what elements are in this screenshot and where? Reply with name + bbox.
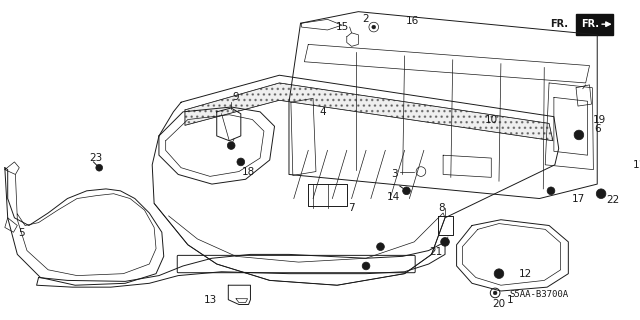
Text: 13: 13 [204, 295, 216, 305]
Circle shape [96, 164, 102, 171]
Circle shape [574, 130, 584, 140]
Text: 21: 21 [429, 246, 442, 257]
Circle shape [547, 187, 555, 195]
Text: 11: 11 [633, 160, 640, 170]
Text: 5: 5 [18, 228, 24, 238]
Text: 3: 3 [392, 170, 398, 180]
Circle shape [441, 237, 449, 246]
Text: 14: 14 [387, 192, 399, 202]
Circle shape [494, 269, 504, 278]
Circle shape [596, 189, 606, 198]
Text: 9: 9 [233, 92, 239, 102]
Text: 19: 19 [593, 115, 606, 124]
Text: S5AA-B3700A: S5AA-B3700A [510, 290, 569, 299]
Text: 6: 6 [594, 124, 600, 134]
Text: 7: 7 [348, 203, 355, 213]
Circle shape [372, 25, 376, 29]
Circle shape [403, 187, 410, 195]
Polygon shape [185, 83, 553, 141]
Text: 20: 20 [492, 300, 506, 309]
Circle shape [493, 291, 497, 295]
Text: 18: 18 [242, 166, 255, 177]
Circle shape [376, 243, 385, 251]
Text: 10: 10 [484, 115, 498, 124]
Text: FR.: FR. [550, 19, 568, 29]
Text: 2: 2 [363, 14, 369, 24]
FancyBboxPatch shape [576, 13, 612, 35]
Text: 4: 4 [319, 107, 326, 117]
Text: 17: 17 [572, 194, 584, 204]
Text: 23: 23 [90, 153, 103, 163]
Text: 12: 12 [518, 269, 532, 279]
Text: 15: 15 [335, 22, 349, 32]
Circle shape [237, 158, 244, 166]
Text: FR.: FR. [581, 19, 599, 29]
Text: 1: 1 [508, 295, 514, 305]
Text: 16: 16 [406, 16, 419, 26]
Text: 8: 8 [438, 203, 445, 213]
Text: 22: 22 [606, 196, 620, 205]
Circle shape [227, 142, 235, 149]
Circle shape [362, 262, 370, 270]
